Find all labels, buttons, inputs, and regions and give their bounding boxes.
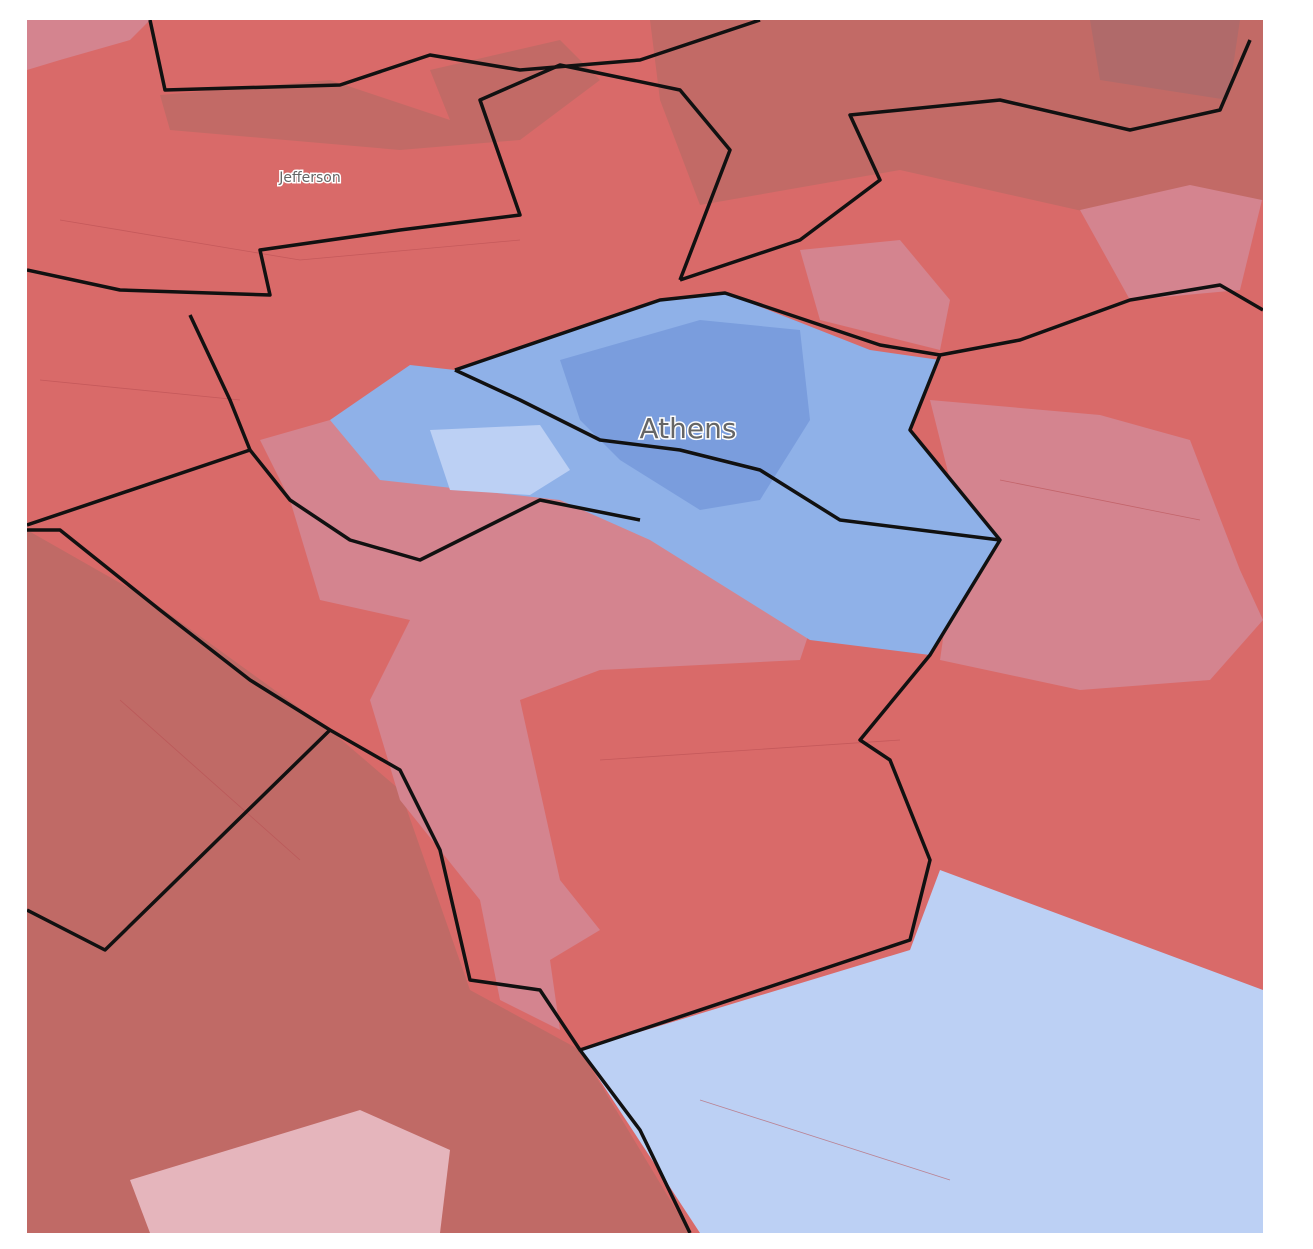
region (1090, 20, 1240, 100)
region (130, 1110, 450, 1233)
region (27, 530, 690, 1233)
place-label: Athens (640, 412, 737, 445)
county-border (188, 314, 252, 451)
region (800, 240, 950, 350)
minor-boundary (39, 219, 1201, 1181)
county-border (578, 1048, 692, 1233)
county-border (148, 20, 761, 92)
map-area: Jefferson Athens (27, 20, 1263, 1233)
region (580, 870, 1263, 1233)
region (260, 420, 810, 1030)
county-border (939, 283, 1263, 357)
region (27, 20, 150, 70)
place-label: Jefferson (278, 170, 341, 186)
county-border (27, 63, 732, 297)
region (430, 425, 570, 495)
county-border (27, 728, 332, 952)
county-border (679, 39, 1252, 282)
county-border (27, 291, 1002, 1052)
region (560, 320, 810, 510)
county-border (454, 368, 1001, 542)
region (160, 40, 600, 150)
region (1080, 185, 1262, 300)
region (930, 400, 1263, 690)
